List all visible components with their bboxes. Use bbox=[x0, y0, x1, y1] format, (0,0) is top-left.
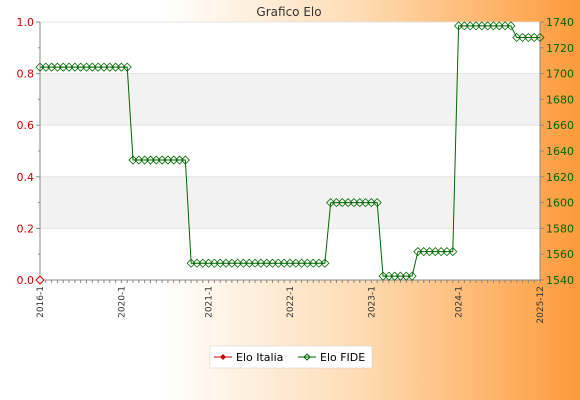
data-point-elo-fide bbox=[448, 247, 458, 257]
right-tick-label: 1620 bbox=[546, 171, 574, 184]
legend-box bbox=[209, 345, 373, 369]
legend-label-elo-italia: Elo Italia bbox=[236, 351, 283, 364]
right-tick-label: 1560 bbox=[546, 248, 574, 261]
left-y-axis: 0.0 0.2 0.4 0.6 0.8 1.0 bbox=[17, 16, 41, 287]
chart-title: Grafico Elo bbox=[256, 5, 321, 19]
left-tick-label: 0.0 bbox=[17, 274, 35, 287]
legend-marker-elo-italia bbox=[220, 354, 226, 360]
grid-band bbox=[40, 73, 540, 126]
right-tick-label: 1580 bbox=[546, 222, 574, 235]
right-tick-label: 1720 bbox=[546, 42, 574, 55]
data-point-elo-fide bbox=[506, 21, 516, 31]
right-tick-label: 1660 bbox=[546, 119, 574, 132]
data-point-elo-fide bbox=[535, 32, 545, 43]
data-point-elo-italia bbox=[35, 275, 45, 285]
left-tick-label: 1.0 bbox=[17, 16, 35, 29]
right-tick-label: 1600 bbox=[546, 197, 574, 210]
data-point-elo-fide bbox=[122, 62, 132, 72]
legend-label-elo-fide: Elo FIDE bbox=[320, 351, 365, 364]
data-point-elo-fide bbox=[320, 258, 330, 268]
right-tick-label: 1700 bbox=[546, 68, 574, 81]
right-tick-label: 1640 bbox=[546, 145, 574, 158]
grid-band bbox=[40, 176, 540, 229]
x-tick-label: 2022-1 bbox=[286, 286, 296, 318]
left-tick-label: 0.2 bbox=[17, 222, 35, 235]
left-tick-label: 0.4 bbox=[17, 171, 35, 184]
x-tick-label: 2021-1 bbox=[205, 286, 215, 318]
right-y-axis: 1540 1560 1580 1600 1620 1640 1660 1680 1700 1720… bbox=[539, 16, 574, 287]
plot-area bbox=[40, 22, 540, 280]
x-tick-label: 2023-1 bbox=[367, 286, 377, 318]
x-tick-label: 2024-1 bbox=[455, 286, 465, 318]
plot-background bbox=[40, 22, 540, 280]
legend-marker-elo-fide bbox=[303, 353, 311, 361]
x-axis: 2016-1 2020-1 2021-1 2022-1 2023-1 2024-1 2025… bbox=[36, 279, 546, 324]
data-point-elo-fide bbox=[407, 271, 417, 281]
left-tick-label: 0.6 bbox=[17, 119, 35, 132]
right-tick-label: 1740 bbox=[546, 16, 574, 29]
series-elo-fide bbox=[35, 21, 545, 281]
right-tick-label: 1540 bbox=[546, 274, 574, 287]
x-tick-label: 2020-1 bbox=[117, 286, 127, 318]
left-tick-label: 0.8 bbox=[17, 68, 35, 81]
x-tick-label: 2025-12 bbox=[536, 286, 546, 324]
data-point-elo-fide bbox=[180, 155, 190, 165]
right-tick-label: 1680 bbox=[546, 93, 574, 106]
series-elo-italia bbox=[35, 275, 45, 285]
x-tick-label: 2016-1 bbox=[36, 286, 46, 318]
data-point-elo-fide bbox=[372, 198, 382, 208]
legend: Elo Italia Elo FIDE bbox=[209, 345, 373, 369]
